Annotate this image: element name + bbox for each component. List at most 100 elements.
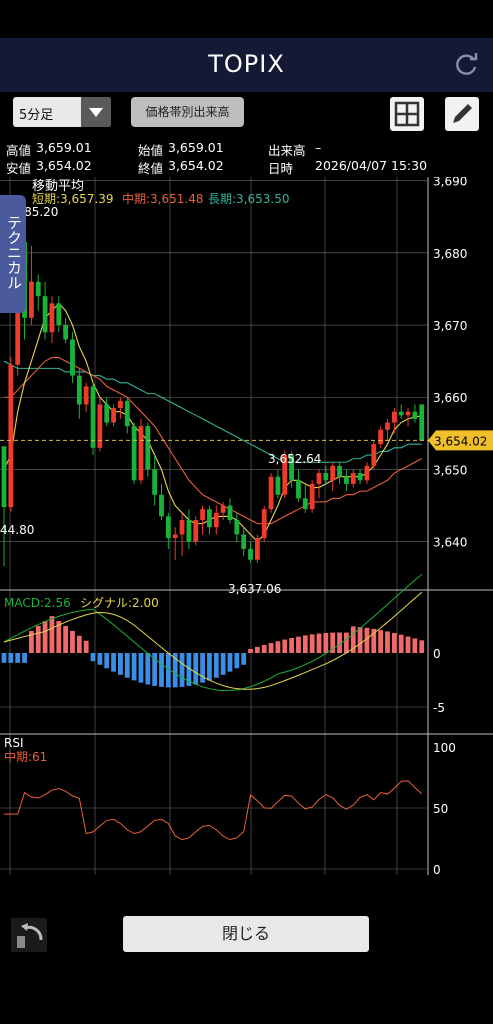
candle-body <box>70 339 75 376</box>
candle-body <box>159 494 164 517</box>
candle-body <box>302 498 308 510</box>
candle-body <box>364 465 370 481</box>
candle-body <box>385 422 390 430</box>
volume-profile-button[interactable]: 価格帯別出来高 <box>131 97 244 127</box>
volume-value: – <box>315 140 322 155</box>
ma-legend-long: 長期:3,653.50 <box>208 192 289 206</box>
candle-body <box>391 411 397 423</box>
macd-bar <box>289 638 295 653</box>
macd-bar <box>309 634 315 653</box>
candle-body <box>330 465 336 481</box>
macd-bar <box>8 653 14 663</box>
ma-legend-mid: 中期:3,651.48 <box>122 191 203 206</box>
period-select[interactable]: 5分足 <box>13 97 111 127</box>
macd-bar <box>172 653 178 688</box>
open-value: 3,659.01 <box>168 140 224 155</box>
macd-tick-label: 0 <box>433 647 441 661</box>
rsi-tick-label: 0 <box>433 863 441 877</box>
candle-body <box>337 465 342 477</box>
candle-body <box>83 386 89 405</box>
macd-bar <box>282 639 288 653</box>
candle-body <box>145 426 151 470</box>
macd-bar <box>254 646 260 653</box>
price-tick-label: 3,650 <box>433 463 467 477</box>
candlestick-chart[interactable]: 09:0010:0011:0013:0014:0015:003,6903,680… <box>0 175 493 895</box>
macd-bar <box>248 648 253 653</box>
high-label: 高値 <box>6 143 32 158</box>
status-bar <box>0 0 493 38</box>
price-tick-label: 3,690 <box>433 177 467 189</box>
date-value: 2026/04/07 15:30 <box>315 158 428 173</box>
macd-bar <box>35 625 41 653</box>
close-button[interactable]: 閉じる <box>123 916 369 952</box>
macd-bar <box>268 643 274 653</box>
candle-body <box>179 520 185 535</box>
chart-area[interactable]: 09:0010:0011:0013:0014:0015:003,6903,680… <box>0 175 493 895</box>
candle-body <box>172 534 178 539</box>
macd-bar <box>323 632 329 653</box>
macd-bar <box>398 634 404 653</box>
candle-body <box>234 520 240 535</box>
macd-bar <box>118 653 123 675</box>
macd-bar <box>350 626 356 653</box>
candle-body <box>398 411 404 416</box>
macd-tick-label: -5 <box>433 701 445 715</box>
chevron-down-icon <box>81 97 111 127</box>
high-value: 3,659.01 <box>36 140 92 155</box>
header-bar: TOPIX <box>0 38 493 92</box>
pencil-icon[interactable] <box>445 97 479 131</box>
candle-body <box>63 325 69 340</box>
macd-bar <box>344 632 349 653</box>
low-annotation: 3,637.06 <box>228 582 281 596</box>
rsi-tick-label: 100 <box>433 741 456 755</box>
macd-bar <box>391 633 397 653</box>
price-tick-label: 3,670 <box>433 319 467 333</box>
last-price-tag <box>428 430 493 451</box>
macd-bar <box>76 635 82 653</box>
candle-body <box>275 476 281 495</box>
refresh-icon[interactable] <box>453 52 479 78</box>
candle-body <box>165 516 171 539</box>
footer: 閉じる <box>0 900 493 970</box>
macd-bar <box>378 630 384 653</box>
macd-bar <box>179 653 185 687</box>
macd-bar <box>241 653 247 665</box>
low-annotation-left: 44.80 <box>0 523 34 537</box>
macd-bar <box>165 653 171 688</box>
candle-body <box>49 303 55 333</box>
macd-bar <box>90 653 96 662</box>
macd-bar <box>220 653 226 675</box>
macd-bar <box>261 644 267 653</box>
candle-body <box>152 469 158 495</box>
technical-tab[interactable]: テクニカル <box>0 195 26 313</box>
macd-bar <box>371 628 377 653</box>
macd-line <box>3 573 423 692</box>
macd-bar <box>412 638 418 653</box>
macd-bar <box>186 653 192 686</box>
candle-body <box>97 404 103 448</box>
candle-body <box>42 296 48 333</box>
candle-body <box>138 426 144 481</box>
macd-bar <box>213 653 219 678</box>
candle-body <box>323 473 329 481</box>
candle-body <box>241 534 247 549</box>
macd-bar <box>385 631 390 653</box>
macd-bar <box>296 636 301 653</box>
rsi-line <box>4 780 423 841</box>
macd-bar <box>357 627 363 653</box>
rotate-back-icon[interactable] <box>11 918 47 952</box>
candle-body <box>131 426 137 481</box>
macd-bar <box>302 635 308 653</box>
macd-bar <box>227 653 233 672</box>
toolbar: 5分足 価格帯別出来高 <box>0 92 493 137</box>
macd-bar <box>83 640 89 653</box>
ma-legend-title: 移動平均 <box>32 179 84 194</box>
candle-body <box>344 476 349 484</box>
candle-body <box>371 444 377 466</box>
macd-bar <box>405 636 411 653</box>
macd-bar <box>131 653 137 681</box>
candle-body <box>8 364 14 508</box>
macd-bar <box>63 625 69 653</box>
grid-layout-icon[interactable] <box>390 97 424 131</box>
candle-body <box>35 281 41 297</box>
